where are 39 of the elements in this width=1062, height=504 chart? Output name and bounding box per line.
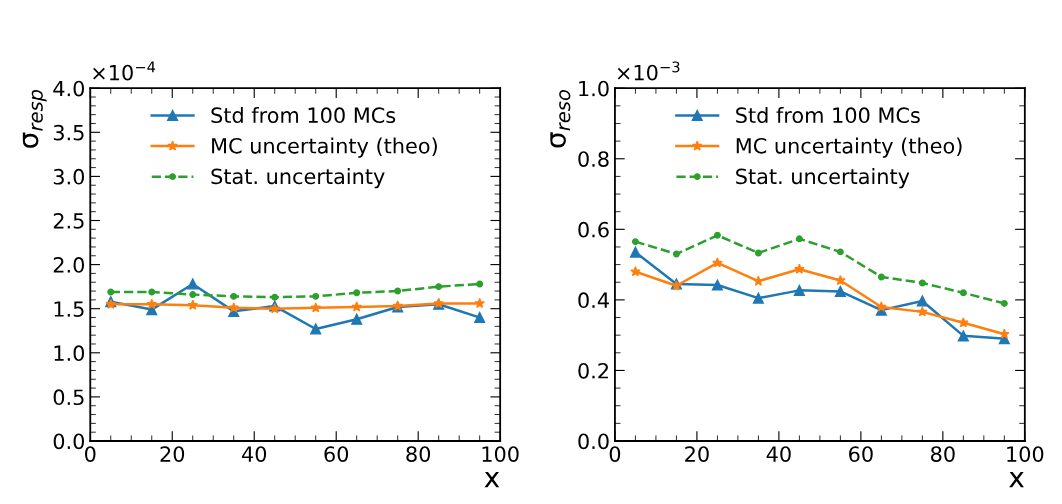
- x-axis-title: x: [484, 471, 500, 488]
- x-tick-label: 80: [406, 446, 431, 462]
- x-tick-label: 100: [482, 446, 519, 462]
- legend-label: MC uncertainty (theo): [736, 137, 962, 158]
- legend-label: Stat. uncertainty: [211, 168, 385, 189]
- x-tick-label: 40: [766, 446, 791, 462]
- x-axis-title: x: [1009, 471, 1024, 488]
- x-tick-label: 0: [609, 446, 621, 462]
- legend-label: Std from 100 MCs: [211, 106, 396, 124]
- x-tick-label: 60: [849, 446, 873, 462]
- y-axis-title: σ$_{resp}$: [22, 89, 47, 148]
- y-tick-label: 0.5: [53, 389, 84, 406]
- x-tick-label: 100: [1007, 446, 1044, 462]
- x-tick-label: 60: [324, 446, 349, 462]
- y-tick-label: 0.0: [53, 433, 85, 450]
- y-tick-label: 2.0: [53, 257, 85, 273]
- x-tick-label: 20: [685, 446, 709, 462]
- y-tick-label: 3.0: [53, 168, 85, 185]
- legend-label: Std from 100 MCs: [736, 106, 920, 124]
- y-tick-label: 0.2: [578, 362, 608, 379]
- y-tick-label: 2.5: [53, 212, 84, 229]
- y-tick-label: 1.5: [54, 301, 84, 317]
- y-tick-label: 4.0: [53, 80, 85, 97]
- y-tick-label: 0.4: [578, 292, 609, 309]
- x-tick-label: 80: [931, 446, 955, 462]
- legend-label: MC uncertainty (theo): [212, 137, 437, 158]
- y-axis-title: σ$_{reso}$: [550, 90, 571, 148]
- x-tick-label: 40: [241, 446, 267, 462]
- y-tick-label: 1.0: [54, 345, 85, 362]
- y-tick-label: 0.8: [578, 151, 609, 167]
- y-tick-label: 0.0: [578, 433, 609, 450]
- x-tick-label: 20: [160, 446, 185, 462]
- text: ×10$^{−4}$: [93, 61, 156, 81]
- y-tick-label: 3.5: [53, 124, 84, 141]
- x-tick-label: 0: [85, 446, 96, 462]
- legend-label: Stat. uncertainty: [736, 168, 910, 189]
- y-tick-label: 0.6: [578, 221, 609, 238]
- text: ×10$^{−3}$: [617, 61, 680, 81]
- y-tick-label: 1.0: [579, 80, 609, 97]
